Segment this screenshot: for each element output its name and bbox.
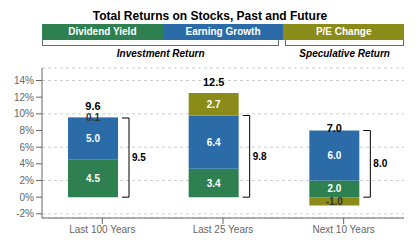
svg-text:Last 100 Years: Last 100 Years xyxy=(69,224,135,235)
svg-text:12.5: 12.5 xyxy=(203,76,224,88)
svg-text:0%: 0% xyxy=(20,192,35,203)
html-text:Dividend Yield: Dividend Yield xyxy=(68,26,137,37)
svg-text:8.0: 8.0 xyxy=(373,158,387,169)
html-text:P/E Change: P/E Change xyxy=(315,26,372,37)
svg-text:-1.0: -1.0 xyxy=(326,196,344,207)
svg-text:6%: 6% xyxy=(20,142,35,153)
svg-text:3.4: 3.4 xyxy=(207,178,221,189)
html-text:Speculative Return: Speculative Return xyxy=(299,48,390,59)
html-text:Investment Return: Investment Return xyxy=(116,48,205,59)
svg-text:5.0: 5.0 xyxy=(86,133,100,144)
svg-text:6.0: 6.0 xyxy=(327,150,341,161)
svg-text:7.0: 7.0 xyxy=(327,122,342,134)
svg-text:Last 25 Years: Last 25 Years xyxy=(193,224,254,235)
svg-text:12%: 12% xyxy=(14,92,34,103)
svg-text:9.5: 9.5 xyxy=(132,152,146,163)
svg-text:14%: 14% xyxy=(14,75,34,86)
svg-text:6.4: 6.4 xyxy=(207,137,221,148)
svg-text:2%: 2% xyxy=(20,175,35,186)
html-text:Total Returns on Stocks, Past: Total Returns on Stocks, Past and Future xyxy=(92,9,328,23)
svg-text:8%: 8% xyxy=(20,125,35,136)
svg-text:0.1: 0.1 xyxy=(86,112,100,123)
html-text:Earning Growth: Earning Growth xyxy=(185,26,261,37)
svg-text:Next 10 Years: Next 10 Years xyxy=(313,224,375,235)
svg-text:9.6: 9.6 xyxy=(85,100,100,112)
svg-text:10%: 10% xyxy=(14,108,34,119)
svg-text:4%: 4% xyxy=(20,158,35,169)
svg-text:9.8: 9.8 xyxy=(253,151,267,162)
svg-text:4.5: 4.5 xyxy=(86,173,100,184)
svg-text:2.7: 2.7 xyxy=(207,99,221,110)
svg-text:2.0: 2.0 xyxy=(327,183,341,194)
svg-text:-2%: -2% xyxy=(16,208,34,219)
